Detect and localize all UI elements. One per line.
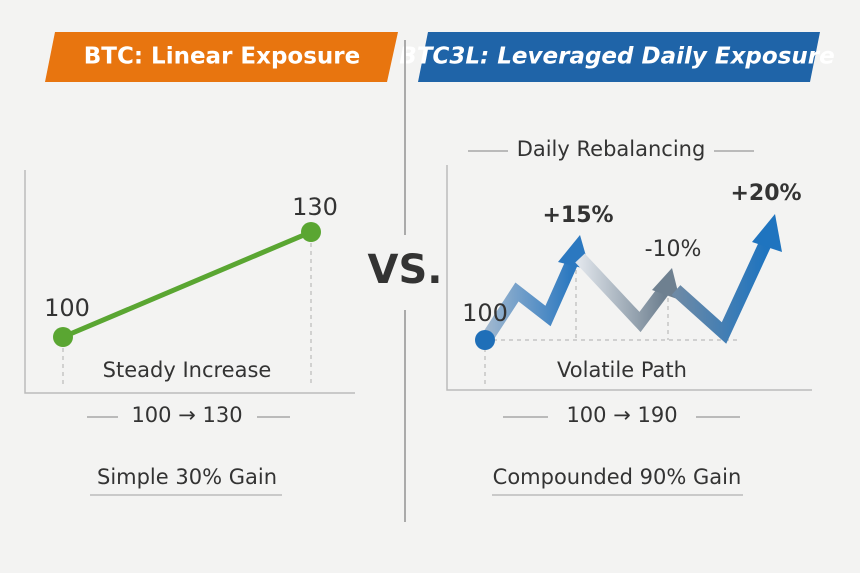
point <box>53 327 73 347</box>
move-label: -10% <box>645 237 702 262</box>
subtitle: Daily Rebalancing <box>517 137 706 161</box>
right-title: BTC3L: Leveraged Daily Exposure <box>399 44 834 70</box>
range: 100 → 130 <box>131 403 242 427</box>
versus: VS. <box>368 247 443 293</box>
point <box>301 222 321 242</box>
arrowhead <box>752 214 782 252</box>
left-title: BTC: Linear Exposure <box>84 44 361 70</box>
right-banner <box>418 32 820 82</box>
move-label: +15% <box>542 203 613 228</box>
path-up <box>671 239 772 344</box>
caption: Steady Increase <box>103 358 272 382</box>
summary: Simple 30% Gain <box>97 465 277 489</box>
start-label: 100 <box>44 294 90 322</box>
linear-line <box>62 229 312 340</box>
caption: Volatile Path <box>557 358 687 382</box>
range: 100 → 190 <box>566 403 677 427</box>
arrowhead <box>652 268 680 300</box>
move-label: +20% <box>730 181 801 206</box>
path-down <box>575 253 670 333</box>
summary: Compounded 90% Gain <box>493 465 742 489</box>
path-up <box>481 259 578 342</box>
axis <box>446 165 812 391</box>
end-label: 130 <box>292 193 338 221</box>
left-banner <box>45 32 398 82</box>
axis <box>24 170 355 394</box>
start-label: 100 <box>462 299 508 327</box>
point <box>475 330 495 350</box>
